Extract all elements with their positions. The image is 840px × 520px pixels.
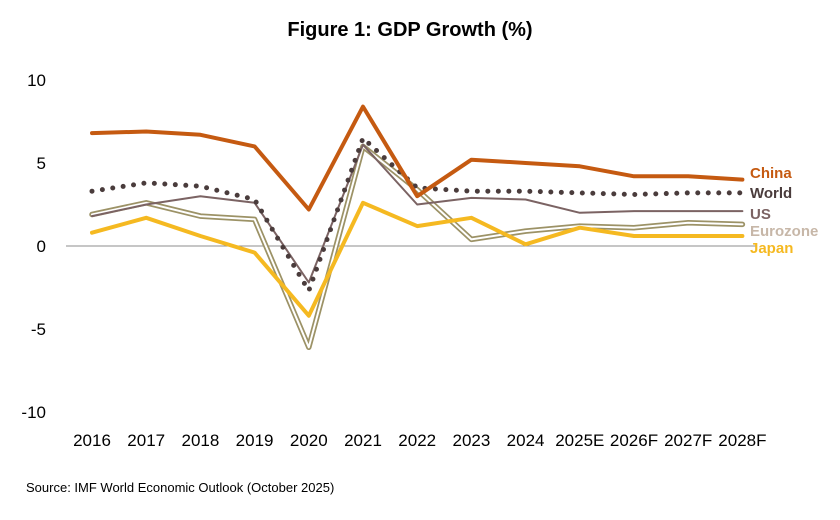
legend-label-china: China: [750, 165, 792, 182]
y-axis-ticks: -10 -5 0 5 10: [21, 71, 46, 422]
series-lines: [89, 104, 746, 351]
series-line-eurozone-inner: [91, 145, 744, 349]
x-tick-label: 2020: [290, 431, 328, 450]
series-line-world: [89, 135, 745, 294]
x-tick-label: 2025E: [555, 431, 604, 450]
y-tick-label: -5: [31, 320, 46, 339]
x-tick-label: 2017: [127, 431, 165, 450]
series-line-us: [91, 143, 744, 284]
x-tick-label: 2018: [181, 431, 219, 450]
x-tick-label: 2023: [452, 431, 490, 450]
x-tick-label: 2027F: [664, 431, 712, 450]
y-tick-label: 0: [37, 237, 46, 256]
x-tick-label: 2024: [507, 431, 545, 450]
legend-label-japan: Japan: [750, 240, 793, 257]
series-line-china: [90, 104, 745, 212]
legend-label-eurozone: Eurozone: [750, 223, 818, 240]
x-tick-label: 2016: [73, 431, 111, 450]
x-tick-label: 2026F: [610, 431, 658, 450]
x-axis-ticks: 2016 2017 2018 2019 2020 2021 2022 2023 2024 2025…: [73, 431, 766, 450]
y-tick-label: 5: [37, 154, 46, 173]
chart-title: Figure 1: GDP Growth (%): [287, 19, 532, 41]
y-tick-label: -10: [21, 403, 46, 422]
x-tick-label: 2021: [344, 431, 382, 450]
x-tick-label: 2028F: [718, 431, 766, 450]
source-note: Source: IMF World Economic Outlook (Octo…: [26, 480, 334, 495]
legend-label-world: World: [750, 185, 792, 202]
y-tick-label: 10: [27, 71, 46, 90]
x-tick-label: 2019: [236, 431, 274, 450]
x-tick-label: 2022: [398, 431, 436, 450]
series-line-japan: [90, 200, 745, 318]
legend-label-us: US: [750, 206, 771, 223]
